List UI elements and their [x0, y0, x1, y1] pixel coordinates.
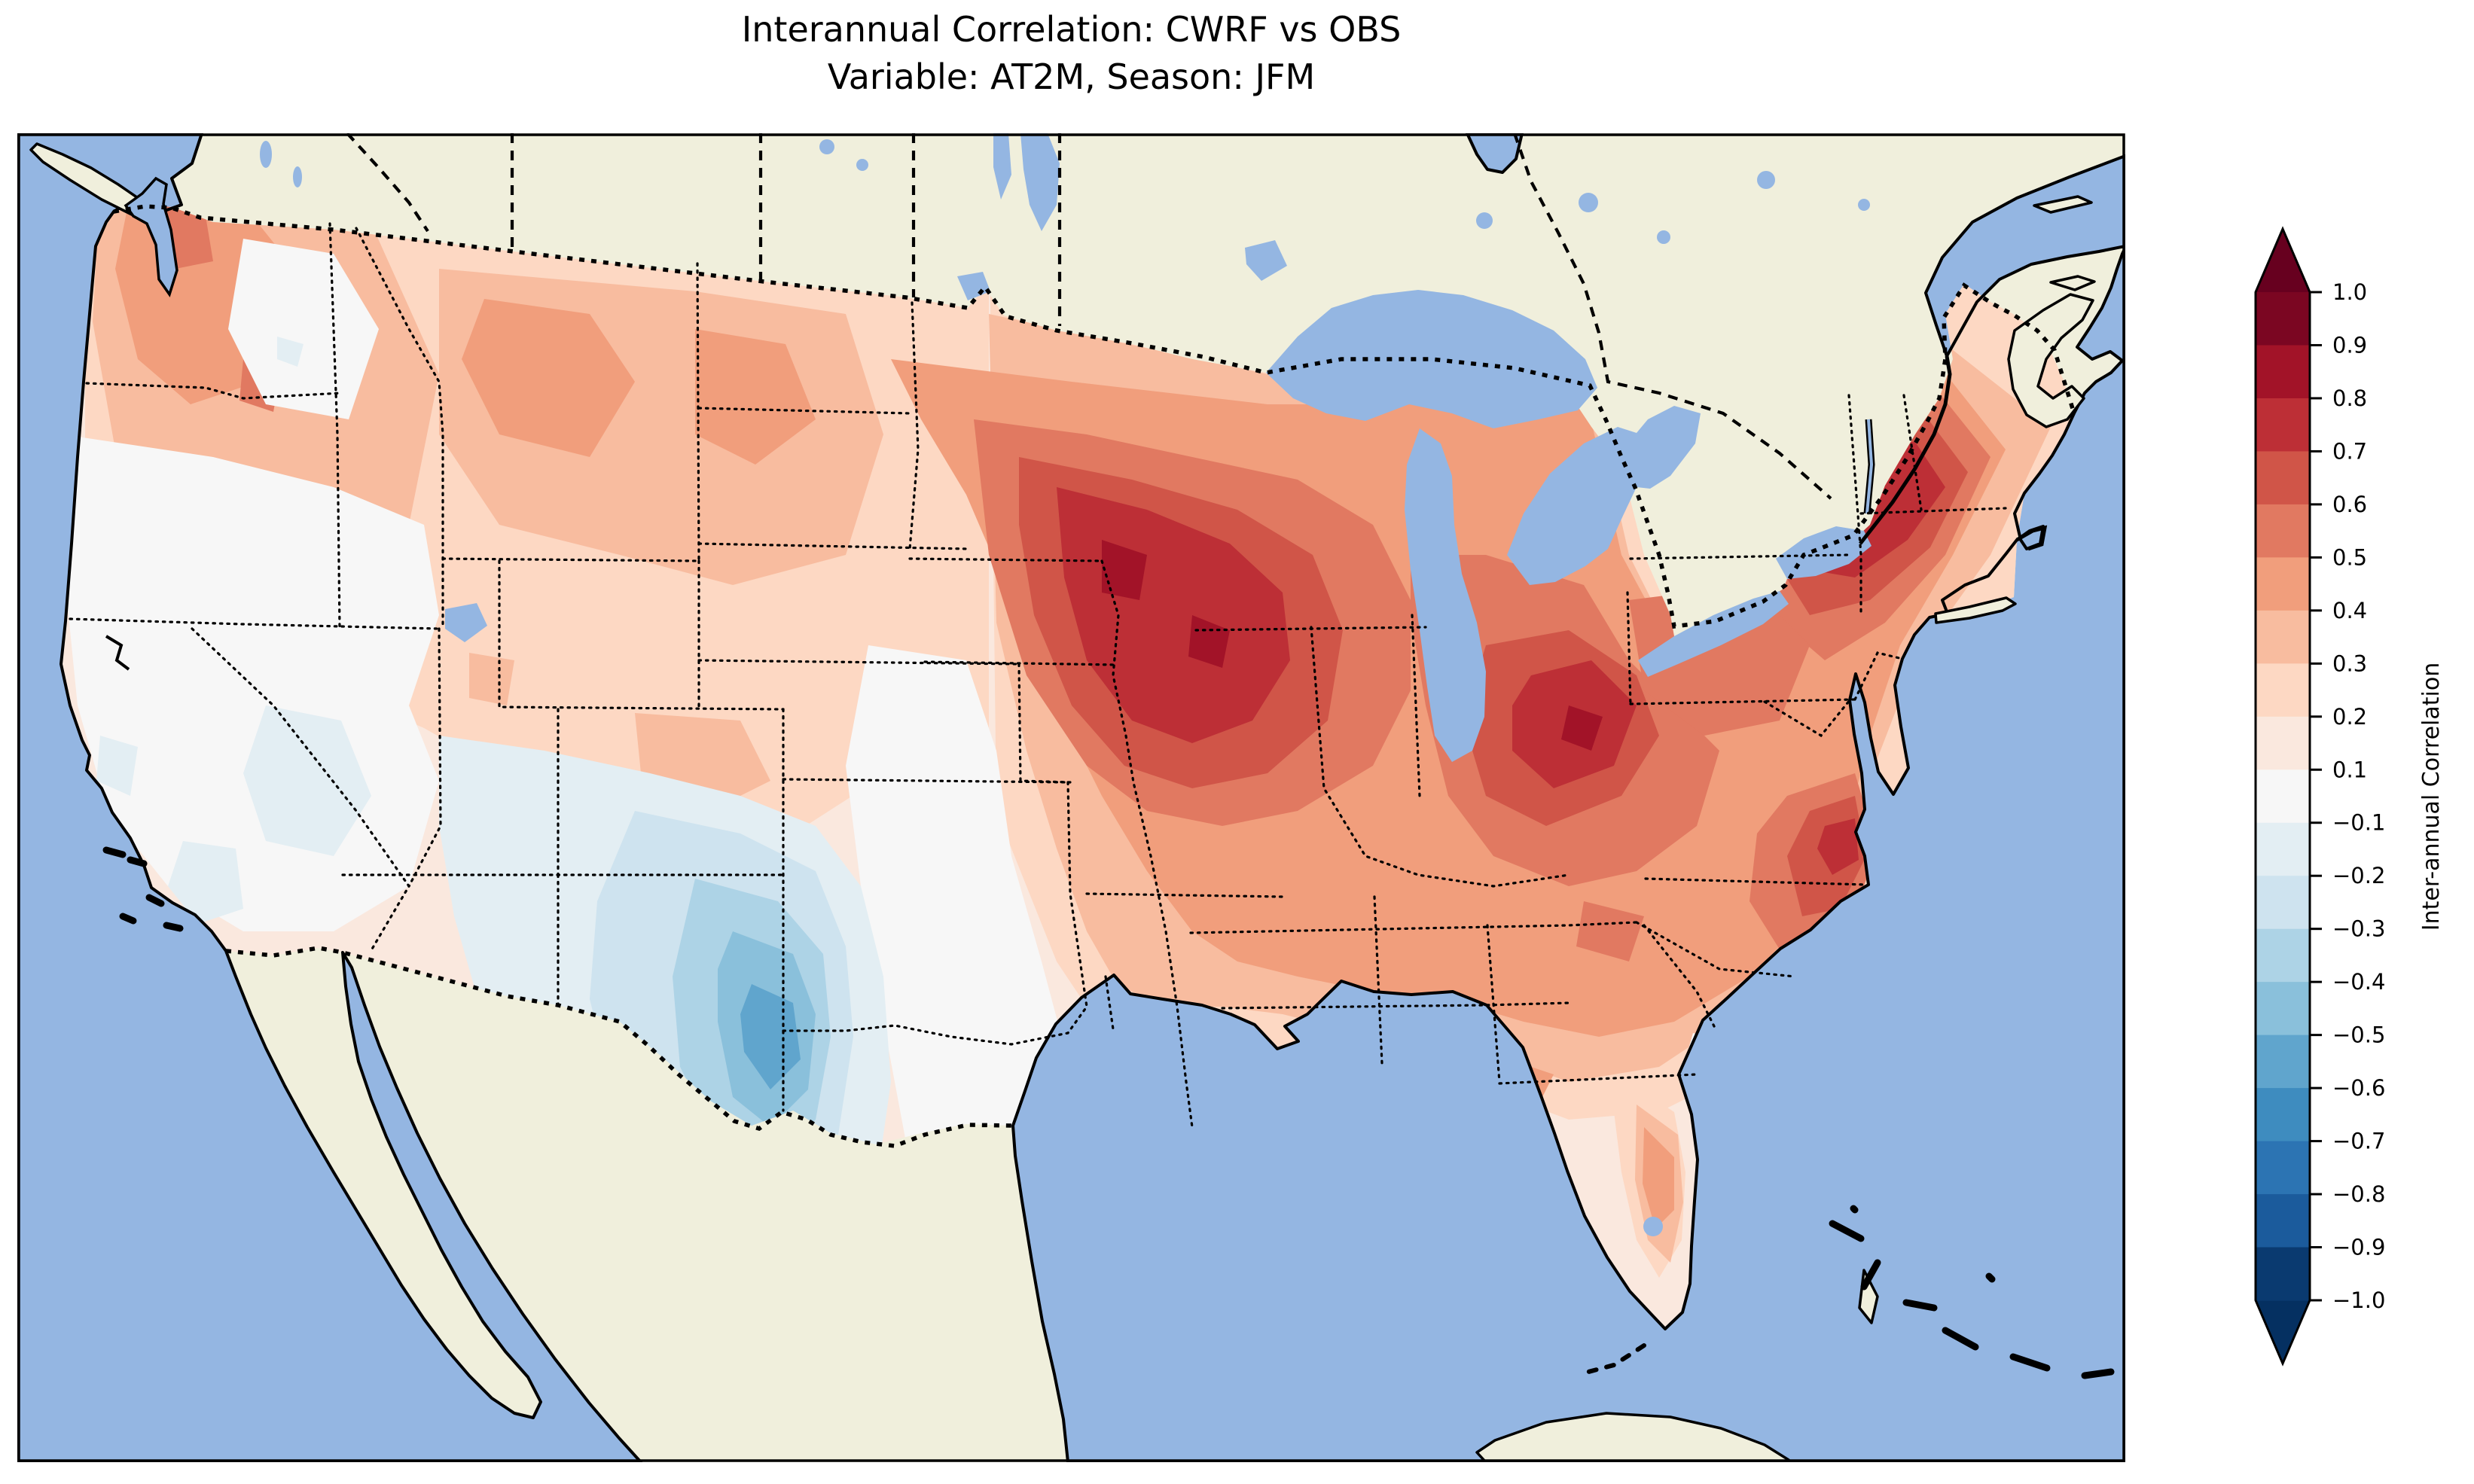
great-salt-lake	[445, 603, 487, 642]
colorbar-arrows	[2256, 229, 2310, 1364]
svg-text:0.1: 0.1	[2332, 757, 2367, 782]
lake-nipigon	[1245, 240, 1287, 281]
svg-text:1.0: 1.0	[2332, 279, 2367, 305]
colorbar: 1.0 0.9 0.8 0.7 0.6 0.5 0.4 0.3 0.2 0.1 −0.1 −0.2 −0…	[2254, 226, 2445, 1367]
svg-text:−0.6: −0.6	[2332, 1075, 2385, 1101]
svg-text:−0.5: −0.5	[2332, 1022, 2385, 1048]
state-borders	[69, 222, 2007, 1129]
title-line-1: Interannual Correlation: CWRF vs OBS	[741, 9, 1402, 50]
svg-text:−0.3: −0.3	[2332, 916, 2385, 942]
lake-winnipegosis	[993, 133, 1011, 200]
svg-text:−0.1: −0.1	[2332, 810, 2385, 836]
lake-michigan	[1405, 428, 1486, 762]
cuba	[1475, 1412, 1790, 1462]
svg-text:0.8: 0.8	[2332, 385, 2367, 411]
svg-text:0.2: 0.2	[2332, 704, 2367, 730]
figure-title: Interannual Correlation: CWRF vs OBS Var…	[17, 6, 2125, 102]
lake-superior	[1266, 290, 1597, 428]
st-lawrence-river	[1859, 355, 1952, 545]
lake-winnipeg	[1020, 133, 1060, 231]
colorbar-ticks: 1.0 0.9 0.8 0.7 0.6 0.5 0.4 0.3 0.2 0.1 −0.1 −0.2 −0…	[2310, 279, 2385, 1313]
title-line-2: Variable: AT2M, Season: JFM	[827, 56, 1316, 98]
us-mexico-border	[225, 946, 1014, 1148]
cape-cod	[2015, 525, 2048, 551]
colorbar-bands	[2256, 292, 2310, 1301]
international-borders	[113, 204, 2076, 1148]
nova-scotia	[2007, 293, 2094, 428]
islets	[102, 846, 2115, 1379]
map-canvas	[17, 133, 2125, 1462]
svg-text:−0.9: −0.9	[2332, 1235, 2385, 1260]
map-frame	[17, 133, 2125, 1462]
lakes	[260, 133, 1872, 1236]
svg-text:−0.8: −0.8	[2332, 1181, 2385, 1207]
anticosti-island	[2033, 195, 2093, 214]
svg-text:0.4: 0.4	[2332, 598, 2367, 623]
svg-text:−0.7: −0.7	[2332, 1129, 2385, 1154]
lake-erie	[1638, 591, 1789, 677]
svg-text:0.6: 0.6	[2332, 492, 2367, 517]
svg-text:−1.0: −1.0	[2332, 1287, 2385, 1313]
svg-text:0.5: 0.5	[2332, 544, 2367, 570]
san-francisco-bay	[105, 635, 130, 671]
svg-text:0.9: 0.9	[2332, 332, 2367, 358]
svg-text:0.3: 0.3	[2332, 651, 2367, 676]
svg-text:−0.2: −0.2	[2332, 863, 2385, 888]
lake-okeechobee	[1643, 1217, 1663, 1236]
long-island	[1934, 596, 2017, 624]
colorbar-label: Inter-annual Correlation	[2418, 663, 2445, 931]
svg-text:−0.4: −0.4	[2332, 969, 2385, 995]
lake-huron	[1507, 406, 1701, 585]
svg-text:0.7: 0.7	[2332, 438, 2367, 464]
us-canada-border	[113, 204, 2076, 629]
prince-edward-island	[2049, 275, 2096, 291]
province-borders	[346, 133, 1832, 500]
